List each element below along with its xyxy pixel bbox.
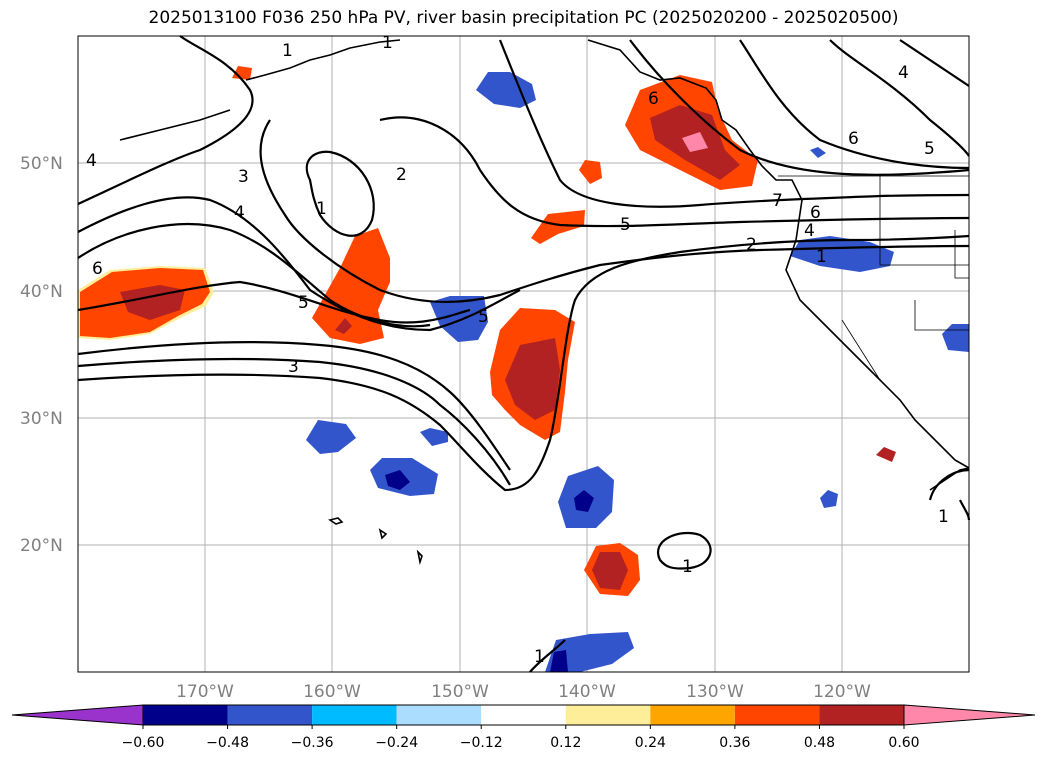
contour-label: 5 [620, 215, 631, 235]
lon-label: 150°W [431, 682, 489, 702]
contour-label: 7 [772, 191, 783, 211]
colorbar-tick-label: 0.60 [888, 735, 919, 751]
contour-label: 1 [816, 247, 827, 267]
contour-label: 5 [298, 293, 309, 313]
colorbar: −0.60 −0.48 −0.36 −0.24 −0.12 0.12 0.24 0.36 0.4… [11, 704, 1036, 751]
contour-label: 6 [810, 203, 821, 223]
contour-label: 1 [938, 507, 949, 527]
lat-label: 40°N [20, 282, 63, 302]
contour-label: 4 [898, 63, 909, 83]
colorbar-extend-max [903, 704, 1036, 726]
contour-label-layer: 1 1 4 6 5 3 2 1 4 5 3 6 5 6 7 6 4 1 2 5 … [86, 33, 949, 667]
colorbar-tick-label: 0.36 [719, 735, 750, 751]
contour-label: 4 [804, 221, 815, 241]
colorbar-extend-min [11, 704, 144, 726]
lat-label: 50°N [20, 154, 63, 174]
contour-label: 4 [234, 203, 245, 223]
contour-label: 1 [534, 647, 545, 667]
lon-label: 130°W [686, 682, 744, 702]
contour-label: 2 [746, 235, 757, 255]
contour-label: 5 [924, 139, 935, 159]
contour-label: 3 [238, 167, 249, 187]
colorbar-tick-label: −0.60 [122, 735, 165, 751]
contour-label: 2 [396, 165, 407, 185]
colorbar-tick-label: −0.36 [291, 735, 334, 751]
colorbar-segment [143, 705, 228, 725]
contour-label: 1 [316, 199, 327, 219]
lon-label: 170°W [176, 682, 234, 702]
colorbar-segment [650, 705, 735, 725]
colorbar-segment [481, 705, 566, 725]
contour-label: 1 [282, 41, 293, 61]
precip-shading [78, 66, 969, 672]
colorbar-tick-label: −0.24 [375, 735, 418, 751]
lon-label: 160°W [303, 682, 361, 702]
colorbar-segment [396, 705, 482, 725]
colorbar-tick-label: 0.12 [550, 735, 581, 751]
pv-contours [77, 35, 971, 673]
map-border [77, 35, 970, 673]
contour-label: 1 [682, 557, 693, 577]
contour-label: 1 [382, 33, 393, 53]
contour-label: 4 [86, 151, 97, 171]
lat-label: 20°N [20, 536, 63, 556]
colorbar-tick-label: 0.48 [804, 735, 835, 751]
lon-label: 140°W [558, 682, 616, 702]
colorbar-segment [312, 705, 397, 725]
colorbar-segment [227, 705, 313, 725]
colorbar-segment [734, 705, 820, 725]
contour-label: 5 [478, 307, 489, 327]
colorbar-frame [142, 704, 905, 726]
colorbar-tick-label: 0.24 [635, 735, 666, 751]
colorbar-tick-label: −0.48 [206, 735, 249, 751]
colorbar-segment [819, 705, 904, 725]
contour-label: 6 [648, 89, 659, 109]
borders [778, 175, 969, 381]
contour-label: 3 [288, 357, 299, 377]
colorbar-tick-label: −0.12 [460, 735, 503, 751]
contour-label: 6 [92, 259, 103, 279]
lon-label: 120°W [813, 682, 871, 702]
lat-label: 30°N [20, 409, 63, 429]
map-title: 2025013100 F036 250 hPa PV, river basin … [148, 8, 899, 28]
colorbar-segment [565, 705, 651, 725]
contour-label: 6 [848, 129, 859, 149]
